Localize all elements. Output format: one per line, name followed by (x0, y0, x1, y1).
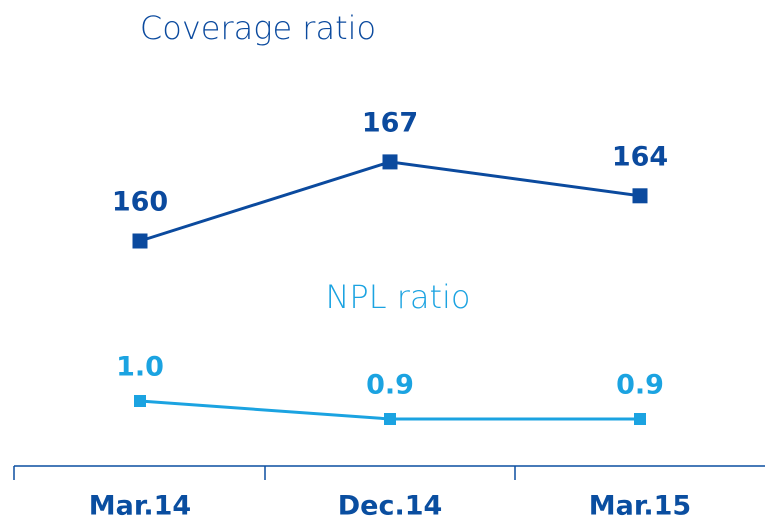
x-tick-label: Dec.14 (338, 491, 443, 522)
marker (634, 413, 646, 425)
marker (382, 154, 398, 170)
x-tick-label: Mar.15 (589, 491, 691, 522)
data-label: 167 (362, 107, 418, 138)
series-title: Coverage ratio (140, 9, 376, 47)
data-label: 164 (612, 141, 668, 172)
marker (132, 233, 148, 249)
series-line (139, 160, 641, 243)
marker (632, 188, 648, 204)
x-tick-label: Mar.14 (89, 491, 191, 522)
series-title: NPL ratio (325, 278, 470, 316)
marker (134, 395, 146, 407)
data-label: 160 (112, 187, 168, 218)
marker (384, 413, 396, 425)
data-label: 0.9 (366, 370, 414, 401)
data-label: 1.0 (116, 352, 164, 383)
data-label: 0.9 (616, 370, 664, 401)
